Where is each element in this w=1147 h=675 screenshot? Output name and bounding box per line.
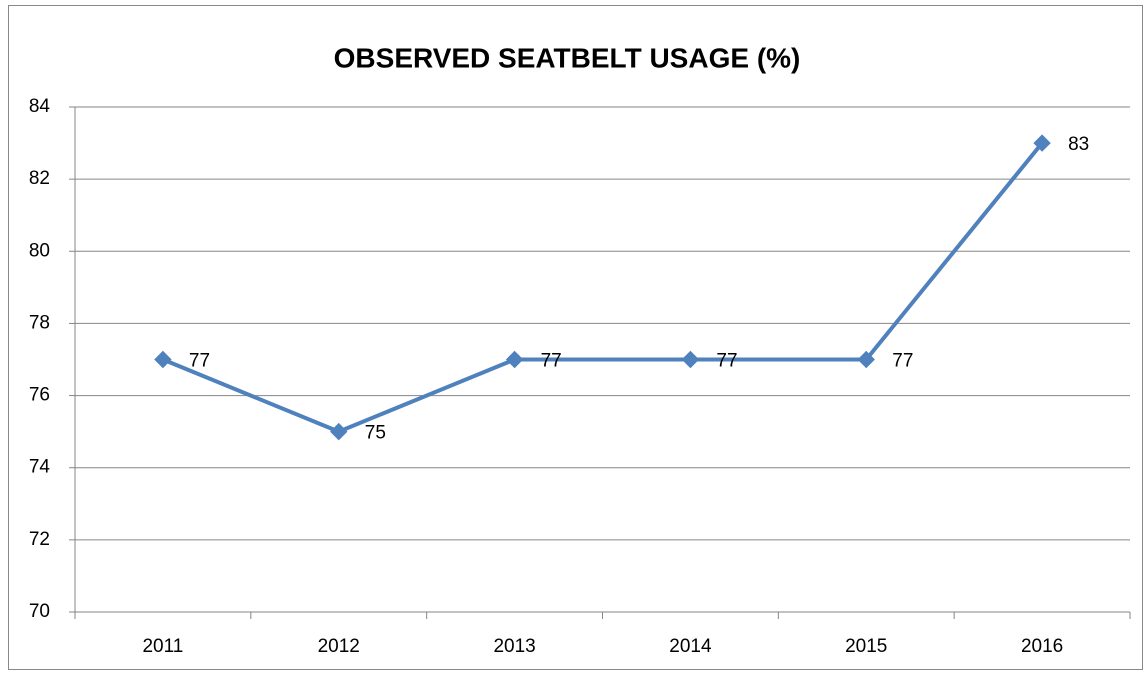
- x-tick-label: 2012: [318, 636, 360, 657]
- data-marker: [505, 350, 524, 369]
- series-line: [162, 141, 1044, 434]
- data-marker: [1033, 134, 1051, 152]
- x-tick-label: 2015: [845, 636, 887, 657]
- x-tick-label: 2016: [1021, 636, 1063, 657]
- x-tick-label: 2014: [669, 636, 712, 657]
- y-tick-label: 76: [29, 385, 50, 406]
- data-label: 77: [189, 351, 210, 372]
- y-tick-label: 82: [29, 168, 50, 189]
- data-label: 75: [365, 423, 386, 444]
- y-tick-label: 70: [29, 601, 50, 622]
- y-tick-label: 84: [29, 96, 51, 117]
- data-marker: [681, 350, 700, 369]
- data-label: 77: [716, 351, 737, 372]
- y-tick-label: 78: [29, 312, 50, 333]
- data-marker: [154, 350, 172, 369]
- chart-border: [8, 5, 1143, 670]
- y-tick-label: 74: [29, 457, 51, 478]
- data-marker: [857, 350, 875, 369]
- data-marker: [330, 422, 348, 441]
- chart-title: OBSERVED SEATBELT USAGE (%): [334, 42, 801, 73]
- data-label: 77: [541, 351, 562, 372]
- data-label: 77: [892, 351, 913, 372]
- x-tick-label: 2011: [142, 636, 183, 657]
- data-label: 83: [1068, 134, 1089, 155]
- y-tick-label: 72: [29, 529, 50, 550]
- x-tick-label: 2013: [493, 636, 535, 657]
- y-tick-label: 80: [29, 240, 50, 261]
